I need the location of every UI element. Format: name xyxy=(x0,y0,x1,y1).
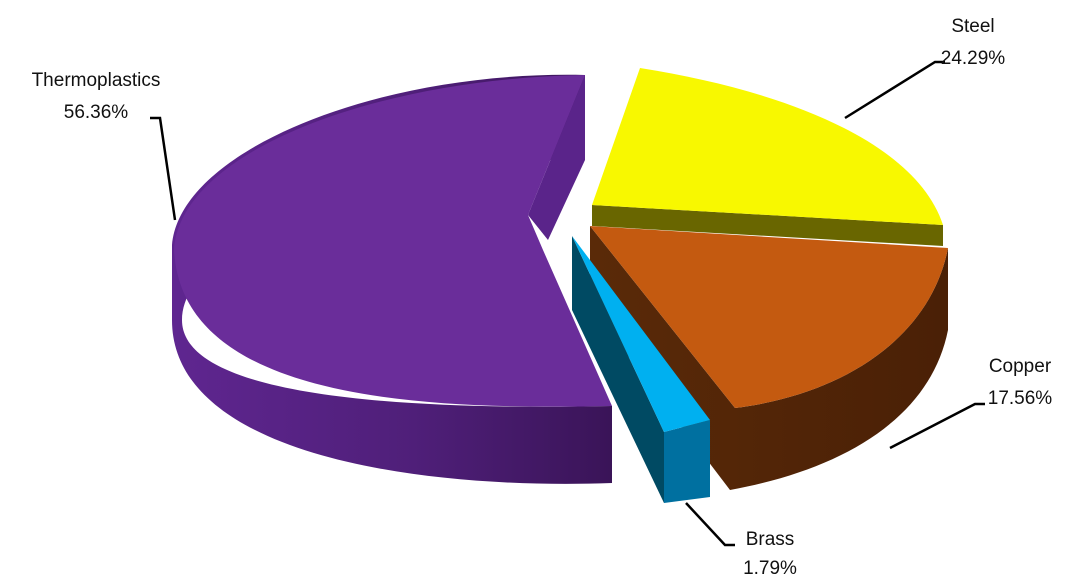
label-brass: Brass xyxy=(746,529,795,550)
slice-steel xyxy=(592,68,943,246)
slice-steel-side xyxy=(592,205,943,246)
slice-thermoplastics-top xyxy=(174,75,612,407)
slice-brass xyxy=(572,236,710,503)
slice-brass-top xyxy=(572,236,710,432)
label-copper: Copper xyxy=(989,356,1052,377)
slice-copper-top xyxy=(590,226,948,408)
slice-brass-side xyxy=(572,236,664,503)
leader-line-brass xyxy=(685,502,735,547)
leader-line-thermoplastics xyxy=(150,116,177,221)
label-steel-value: 24.29% xyxy=(941,48,1006,69)
slice-copper-side xyxy=(590,226,948,490)
slice-copper xyxy=(590,226,948,490)
slice-steel-top xyxy=(592,68,943,225)
slice-thermoplastics xyxy=(172,74,612,484)
label-brass-value: 1.79% xyxy=(743,558,797,579)
label-steel: Steel xyxy=(951,16,994,37)
label-thermoplastics: Thermoplastics xyxy=(32,70,161,91)
slice-thermoplastics-inner-wall xyxy=(528,75,585,240)
slice-brass-front xyxy=(664,420,710,503)
leader-line-steel xyxy=(844,60,945,120)
label-copper-value: 17.56% xyxy=(988,388,1053,409)
leader-line-copper xyxy=(889,402,985,450)
label-thermoplastics-value: 56.36% xyxy=(64,102,129,123)
